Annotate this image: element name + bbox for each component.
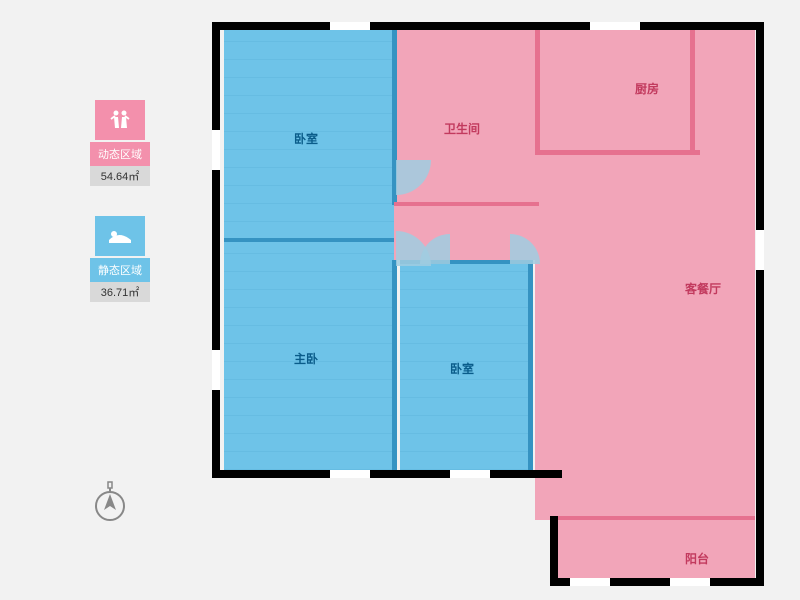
- inner-wall: [224, 238, 394, 242]
- room-label-living: 客餐厅: [685, 280, 721, 297]
- window-opening: [590, 22, 640, 30]
- window-opening: [450, 470, 490, 478]
- inner-wall: [392, 30, 397, 205]
- inner-wall: [400, 260, 530, 264]
- room-label-master: 主卧: [294, 350, 318, 367]
- legend-dynamic-label: 动态区域: [90, 142, 150, 166]
- people-icon: [108, 108, 132, 132]
- room-bathroom: 卫生间: [394, 30, 539, 205]
- inner-wall: [392, 260, 397, 470]
- window-opening: [670, 578, 710, 586]
- inner-wall: [535, 30, 540, 150]
- room-label-bathroom: 卫生间: [444, 120, 480, 137]
- window-opening: [212, 130, 220, 170]
- inner-wall: [535, 150, 700, 155]
- inner-wall: [528, 260, 533, 470]
- compass-icon: [90, 480, 130, 531]
- window-opening: [212, 350, 220, 390]
- outer-wall: [550, 516, 558, 582]
- window-opening: [330, 22, 370, 30]
- legend-dynamic-box: [95, 100, 145, 140]
- room-label-bedroom2: 卧室: [450, 360, 474, 377]
- outer-wall: [212, 22, 220, 476]
- inner-wall: [555, 516, 755, 520]
- window-opening: [330, 470, 370, 478]
- legend-dynamic-value: 54.64㎡: [90, 166, 150, 186]
- inner-wall: [690, 30, 695, 150]
- room-balcony: 阳台: [555, 520, 755, 580]
- room-bedroom2: 卧室: [400, 260, 530, 470]
- floorplan: 卧室主卧卧室客餐厅卫生间厨房阳台: [210, 10, 770, 590]
- outer-wall: [212, 470, 562, 478]
- room-label-balcony: 阳台: [685, 550, 709, 567]
- legend-item-dynamic: 动态区域 54.64㎡: [80, 100, 160, 186]
- outer-wall: [756, 516, 764, 582]
- room-master: 主卧: [224, 240, 394, 470]
- window-opening: [570, 578, 610, 586]
- room-corridor: [394, 205, 539, 260]
- inner-wall: [394, 202, 539, 206]
- legend-static-label: 静态区域: [90, 258, 150, 282]
- sleep-icon: [107, 226, 133, 246]
- legend-static-box: [95, 216, 145, 256]
- room-label-bedroom1: 卧室: [294, 130, 318, 147]
- legend-panel: 动态区域 54.64㎡ 静态区域 36.71㎡: [80, 100, 160, 332]
- window-opening: [756, 230, 764, 270]
- room-bedroom1: 卧室: [224, 30, 394, 240]
- room-kitchen: 厨房: [545, 40, 695, 150]
- legend-item-static: 静态区域 36.71㎡: [80, 216, 160, 302]
- outer-wall: [212, 22, 762, 30]
- legend-static-value: 36.71㎡: [90, 282, 150, 302]
- outer-wall: [756, 22, 764, 520]
- room-label-kitchen: 厨房: [635, 80, 659, 97]
